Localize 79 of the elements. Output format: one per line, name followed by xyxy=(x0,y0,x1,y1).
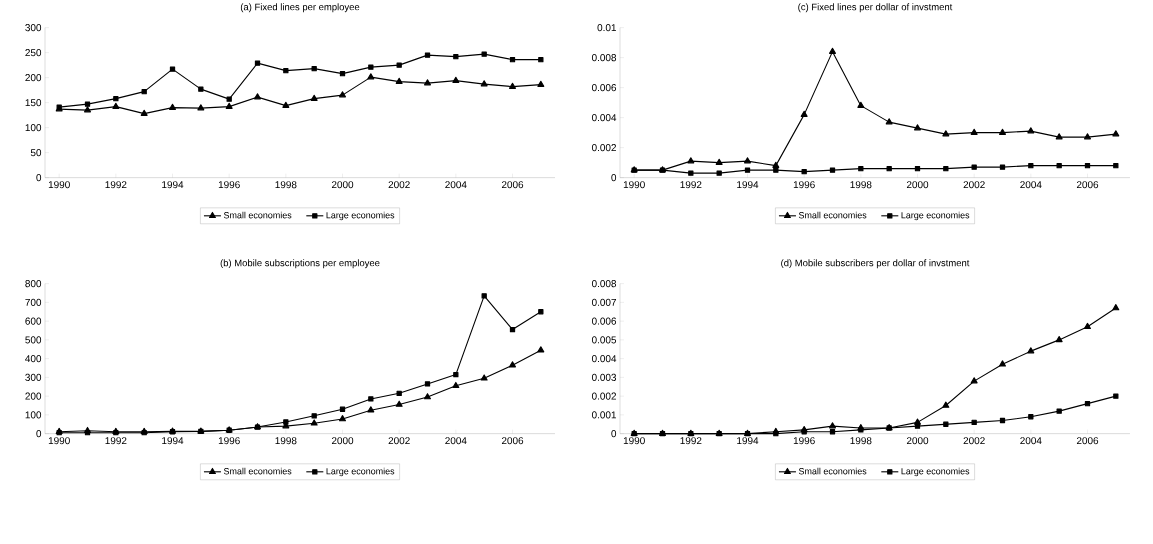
x-tick-label: 2004 xyxy=(1020,437,1042,445)
x-tick-label: 1996 xyxy=(218,181,240,189)
x-tick-label: 1990 xyxy=(48,437,70,445)
x-tick-label: 2004 xyxy=(1020,181,1042,189)
y-tick-label: 0.008 xyxy=(591,280,617,288)
x-tick-label: 2000 xyxy=(331,437,354,445)
x-tick-label: 1996 xyxy=(793,181,815,189)
y-tick-label: 800 xyxy=(25,280,42,288)
x-tick-label: 2002 xyxy=(963,181,985,189)
y-tick-label: 0 xyxy=(36,430,42,438)
legend-label: Large economies xyxy=(901,212,970,221)
legend-label: Small economies xyxy=(223,212,292,219)
x-tick-label: 1990 xyxy=(623,181,645,189)
y-tick-label: 700 xyxy=(25,299,42,307)
y-tick-label: 0.004 xyxy=(591,355,617,363)
legend-label: Small economies xyxy=(798,212,867,219)
x-tick-label: 1994 xyxy=(162,181,184,189)
chart-title: (d) Mobile subscribers per dollar of invstment xyxy=(781,259,970,269)
y-tick-label: 0.001 xyxy=(591,411,616,419)
legend-label: Large economies xyxy=(326,212,395,221)
y-tick-label: 0.002 xyxy=(591,392,616,400)
y-tick-label: 300 xyxy=(25,374,42,382)
x-tick-label: 2004 xyxy=(445,437,467,445)
y-tick-label: 100 xyxy=(25,411,42,419)
x-tick-label: 2004 xyxy=(445,181,467,189)
legend-label: Large economies xyxy=(901,468,970,477)
y-tick-label: 250 xyxy=(25,49,42,57)
x-tick-label: 2000 xyxy=(331,181,354,189)
x-tick-label: 1992 xyxy=(105,437,127,445)
y-tick-label: 500 xyxy=(25,336,42,344)
chart-title: (a) Fixed lines per employee xyxy=(240,3,360,13)
x-tick-label: 1992 xyxy=(680,181,702,189)
chart-title: (c) Fixed lines per dollar of invstment xyxy=(798,3,953,13)
y-tick-label: 0.002 xyxy=(591,144,616,152)
x-tick-label: 2002 xyxy=(388,437,410,445)
y-tick-label: 0.003 xyxy=(591,374,617,382)
y-tick-label: 0.005 xyxy=(591,336,617,344)
x-tick-label: 1994 xyxy=(737,181,759,189)
y-tick-label: 0.01 xyxy=(597,24,617,32)
y-tick-label: 0 xyxy=(611,430,617,438)
x-tick-label: 2002 xyxy=(963,437,985,445)
x-tick-label: 2002 xyxy=(388,181,410,189)
x-tick-label: 2006 xyxy=(1076,437,1099,445)
y-tick-label: 0.008 xyxy=(591,54,617,62)
x-tick-label: 1990 xyxy=(623,437,645,445)
y-tick-label: 0.006 xyxy=(591,317,617,325)
y-tick-label: 100 xyxy=(25,124,42,132)
x-tick-label: 1998 xyxy=(275,181,297,189)
y-tick-label: 300 xyxy=(25,24,42,32)
legend-label: Large economies xyxy=(326,468,395,477)
x-tick-label: 1998 xyxy=(850,181,872,189)
x-tick-label: 1998 xyxy=(850,437,872,445)
y-tick-label: 0 xyxy=(611,174,617,182)
x-tick-label: 1992 xyxy=(105,181,127,189)
x-tick-label: 2006 xyxy=(1076,181,1099,189)
x-tick-label: 1996 xyxy=(218,437,240,445)
x-tick-label: 2000 xyxy=(906,181,929,189)
y-tick-label: 400 xyxy=(25,355,42,363)
x-tick-label: 2006 xyxy=(501,181,524,189)
x-tick-label: 1996 xyxy=(793,437,815,445)
x-tick-label: 1992 xyxy=(680,437,702,445)
y-tick-label: 150 xyxy=(25,99,42,107)
y-tick-label: 0 xyxy=(36,174,42,182)
chart-title: (b) Mobile subscriptions per employee xyxy=(220,259,380,269)
legend-label: Small economies xyxy=(798,468,867,475)
y-tick-label: 200 xyxy=(25,74,42,82)
y-tick-label: 200 xyxy=(25,392,42,400)
x-tick-label: 1994 xyxy=(737,437,759,445)
x-tick-label: 2000 xyxy=(906,437,929,445)
x-tick-label: 1998 xyxy=(275,437,297,445)
y-tick-label: 0.004 xyxy=(591,114,617,122)
y-tick-label: 600 xyxy=(25,317,42,325)
x-tick-label: 1994 xyxy=(162,437,184,445)
y-tick-label: 50 xyxy=(30,149,42,157)
x-tick-label: 1990 xyxy=(48,181,70,189)
x-tick-label: 2006 xyxy=(501,437,524,445)
legend-label: Small economies xyxy=(223,468,292,475)
y-tick-label: 0.007 xyxy=(591,299,616,307)
y-tick-label: 0.006 xyxy=(591,84,617,92)
